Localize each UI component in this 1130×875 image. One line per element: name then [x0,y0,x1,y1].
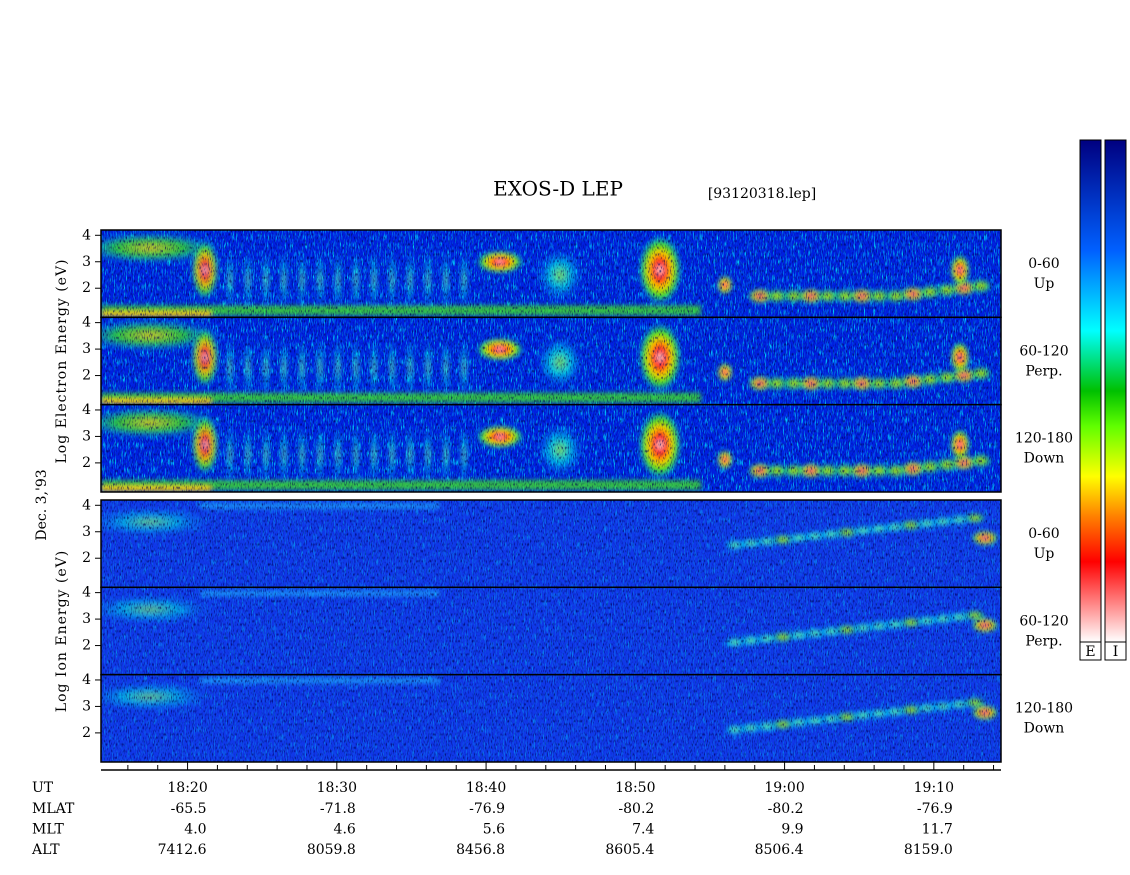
ephemeris-value: 8059.8 [307,842,356,858]
spectrogram-noise [101,230,1001,318]
ephemeris-value: -76.9 [469,801,505,817]
ephemeris-value: -80.2 [768,801,804,817]
spectrogram [101,317,1001,405]
date-label: Dec. 3,'93 [34,469,50,540]
ephemeris-value: 8506.4 [755,842,804,858]
ephemeris-value: 8159.0 [904,842,953,858]
spectrogram [101,404,1001,492]
y-tick-label: 2 [82,368,91,384]
colorbar-label-box [1104,641,1127,661]
x-tick-label: 18:50 [615,780,655,796]
panel-frame [100,673,1002,763]
x-axis-label: UT [32,780,54,796]
x-tick-label: 18:30 [317,780,357,796]
colorbar: E I [1079,139,1127,661]
y-tick-label: 2 [82,280,91,296]
ephemeris-value: 7412.6 [158,842,207,858]
y-axis-label: Log Electron Energy (eV) [54,258,70,463]
ephemeris-value: 5.6 [483,822,505,838]
y-tick-label: 2 [82,550,91,566]
spectrogram [101,500,1001,588]
x-tick-label: 19:10 [914,780,954,796]
ephemeris-value: 8456.8 [456,842,505,858]
colorbar-label: E [1085,644,1095,660]
ephemeris-value: 7.4 [632,822,654,838]
y-tick-label: 3 [82,341,91,357]
direction-label: Perp. [1025,633,1062,649]
spectrogram-noise [101,674,1001,762]
chart-title: EXOS-D LEP [493,177,623,201]
pitch-label: 120-180 [1015,431,1073,447]
colorbar-i [1104,139,1127,643]
ephemeris-value: -65.5 [171,801,207,817]
pitch-label: 0-60 [1028,256,1059,272]
x-tick-label: 19:00 [764,780,804,796]
y-tick-label: 4 [82,672,91,688]
spectrogram-noise [101,587,1001,675]
ephemeris-label: ALT [31,842,60,858]
y-tick-label: 3 [82,524,91,540]
ephemeris-value: 11.7 [922,822,953,838]
direction-label: Down [1024,721,1065,737]
x-tick-label: 18:40 [466,780,506,796]
spectrogram [101,230,1001,318]
direction-label: Up [1034,276,1055,292]
ephemeris-value: 4.0 [184,822,206,838]
spectrogram [101,587,1001,675]
y-tick-label: 2 [82,638,91,654]
colorbar-e [1079,139,1102,643]
direction-label: Perp. [1025,363,1062,379]
y-tick-label: 3 [82,698,91,714]
y-tick-label: 4 [82,315,91,331]
ephemeris-label: MLT [32,822,64,838]
spectrogram-noise [101,500,1001,588]
colorbar-label: I [1113,644,1119,660]
pitch-label: 0-60 [1028,526,1059,542]
y-tick-label: 4 [82,402,91,418]
y-tick-label: 4 [82,227,91,243]
y-tick-label: 3 [82,254,91,270]
ephemeris-value: 8605.4 [605,842,654,858]
colorbar-label-box [1079,641,1102,661]
panel-frame [100,403,1002,493]
ephemeris-value: 4.6 [334,822,356,838]
ephemeris-value: -80.2 [618,801,654,817]
y-tick-label: 4 [82,497,91,513]
spectrogram-noise [101,317,1001,405]
ephemeris-value: -76.9 [917,801,953,817]
spectrogram-noise [101,404,1001,492]
direction-label: Down [1024,451,1065,467]
y-axis-label: Log Ion Energy (eV) [54,550,70,712]
spectrogram [101,674,1001,762]
direction-label: Up [1034,546,1055,562]
y-tick-label: 2 [82,725,91,741]
x-tick-label: 18:20 [167,780,207,796]
y-tick-label: 4 [82,585,91,601]
ephemeris-label: MLAT [32,801,75,817]
y-tick-label: 2 [82,455,91,471]
pitch-label: 60-120 [1019,343,1068,359]
pitch-label: 120-180 [1015,701,1073,717]
file-name: [93120318.lep] [708,186,816,202]
y-tick-label: 3 [82,611,91,627]
ephemeris-value: 9.9 [781,822,803,838]
y-tick-label: 3 [82,428,91,444]
ephemeris-value: -71.8 [320,801,356,817]
pitch-label: 60-120 [1019,613,1068,629]
